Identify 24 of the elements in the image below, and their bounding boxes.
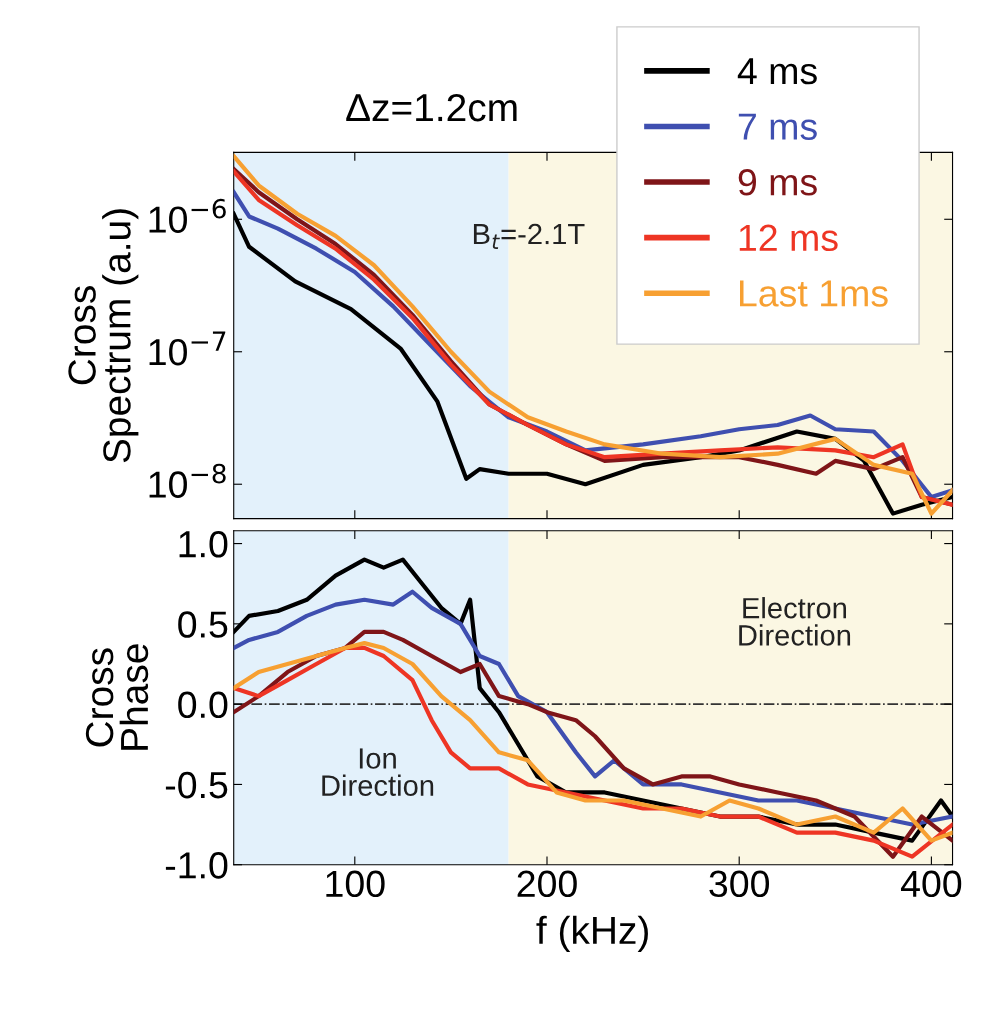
chart-title: Δz=1.2cm xyxy=(346,93,517,122)
legend-label: 7 ms xyxy=(738,113,817,140)
x-tick-label: 200 xyxy=(517,870,577,898)
legend-label: 4 ms xyxy=(737,58,817,85)
y-axis-title: Cross Phase xyxy=(85,644,149,750)
x-tick-label: 400 xyxy=(900,870,962,898)
y-axis-title: Cross Spectrum (a.u) xyxy=(68,209,139,463)
legend-label: Last 1ms xyxy=(740,280,888,307)
y-tick-label: 10$^{−6}$ xyxy=(149,198,226,233)
x-tick-label: 100 xyxy=(326,870,385,898)
legend-label: 9 ms xyxy=(738,168,817,196)
x-tick-label: 300 xyxy=(709,870,770,898)
y-tick-label: 0.0 xyxy=(178,691,228,719)
annotation: B$_{t}$=-2.1T xyxy=(473,223,585,249)
legend-label: 12 ms xyxy=(739,224,838,252)
y-tick-label: -0.5 xyxy=(165,771,228,799)
y-tick-label: 10$^{−8}$ xyxy=(149,463,226,498)
x-axis-title: f (kHz) xyxy=(536,915,648,952)
annotation: Electron Direction xyxy=(739,597,851,646)
y-tick-label: 1.0 xyxy=(179,530,228,558)
y-tick-label: 10$^{−7}$ xyxy=(149,331,226,366)
y-tick-label: -1.0 xyxy=(165,852,228,879)
y-tick-label: 0.5 xyxy=(178,611,228,638)
annotation: Ion Direction xyxy=(322,748,434,796)
